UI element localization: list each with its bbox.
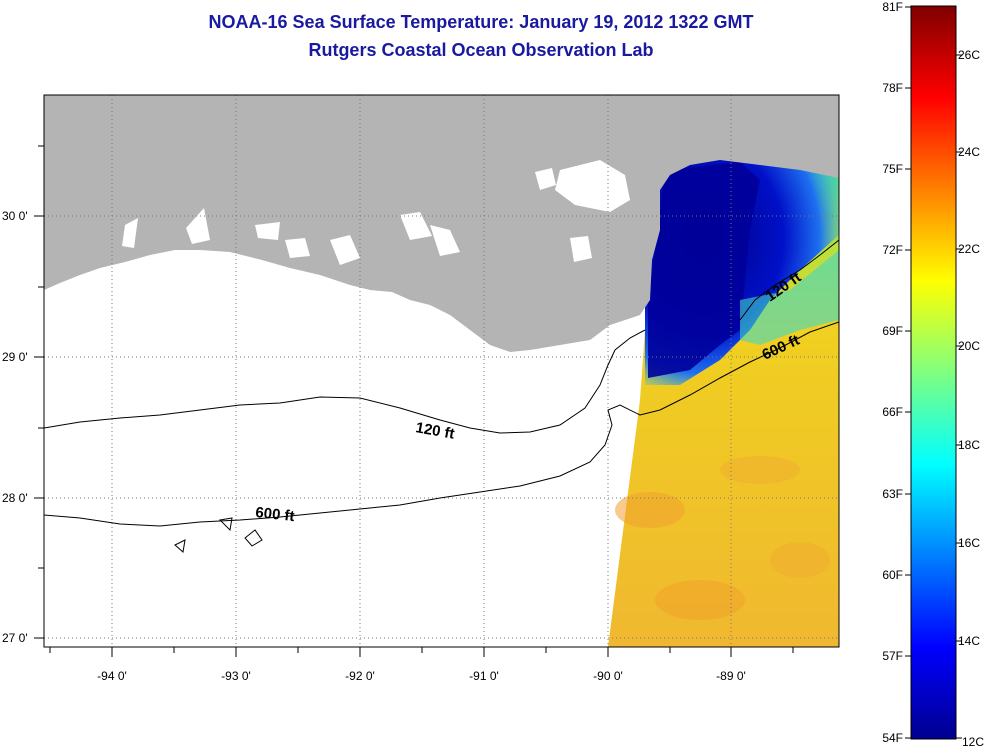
contour-120ft-east <box>739 239 839 321</box>
colorbar-f-label: 66F <box>882 405 903 419</box>
colorbar-c-label: 12C <box>962 735 984 749</box>
colorbar-c-label: 24C <box>958 145 980 159</box>
colorbar-f-label: 60F <box>882 568 903 582</box>
colorbar-c-label: 20C <box>958 339 980 353</box>
contour-600ft <box>44 321 839 527</box>
colorbar-f-label: 72F <box>882 243 903 257</box>
x-tick-label: -89 0' <box>716 669 746 683</box>
contour-label-600: 600 ft <box>255 504 296 525</box>
colorbar-f-label: 57F <box>882 649 903 663</box>
colorbar-c-label: 14C <box>958 634 980 648</box>
x-tick-label: -91 0' <box>469 669 499 683</box>
colorbar: 81F 78F 75F 72F 69F 66F 63F 60F 57F 54F … <box>882 0 984 749</box>
x-tick-label: -93 0' <box>221 669 251 683</box>
y-axis-labels: 30 0' 29 0' 28 0' 27 0' <box>2 209 28 645</box>
colorbar-f-label: 75F <box>882 162 903 176</box>
y-tick-label: 29 0' <box>2 350 28 364</box>
contour-label-120: 120 ft <box>414 419 456 443</box>
colorbar-gradient <box>910 5 957 740</box>
map-plot-area: 120 ft 600 ft 120 ft 600 ft <box>44 95 839 647</box>
x-tick-label: -92 0' <box>345 669 375 683</box>
y-tick-label: 28 0' <box>2 491 28 505</box>
y-tick-label: 27 0' <box>2 631 28 645</box>
map-subtitle: Rutgers Coastal Ocean Observation Lab <box>308 40 654 60</box>
x-tick-label: -90 0' <box>593 669 623 683</box>
colorbar-f-label: 63F <box>882 487 903 501</box>
colorbar-c-label: 26C <box>958 48 980 62</box>
colorbar-f-label: 54F <box>882 731 903 745</box>
y-tick-label: 30 0' <box>2 209 28 223</box>
x-axis-labels: -94 0' -93 0' -92 0' -91 0' -90 0' -89 0… <box>97 669 746 683</box>
map-frame <box>43 94 840 648</box>
colorbar-f-label: 69F <box>882 324 903 338</box>
contour-120ft <box>44 329 646 434</box>
colorbar-c-label: 16C <box>958 536 980 550</box>
land-mass <box>44 95 839 352</box>
lat-lon-grid <box>44 95 839 647</box>
colorbar-f-label: 81F <box>882 0 903 14</box>
x-tick-label: -94 0' <box>97 669 127 683</box>
colorbar-c-label: 18C <box>958 438 980 452</box>
map-title: NOAA-16 Sea Surface Temperature: January… <box>208 12 754 32</box>
colorbar-f-label: 78F <box>882 81 903 95</box>
colorbar-c-label: 22C <box>958 242 980 256</box>
